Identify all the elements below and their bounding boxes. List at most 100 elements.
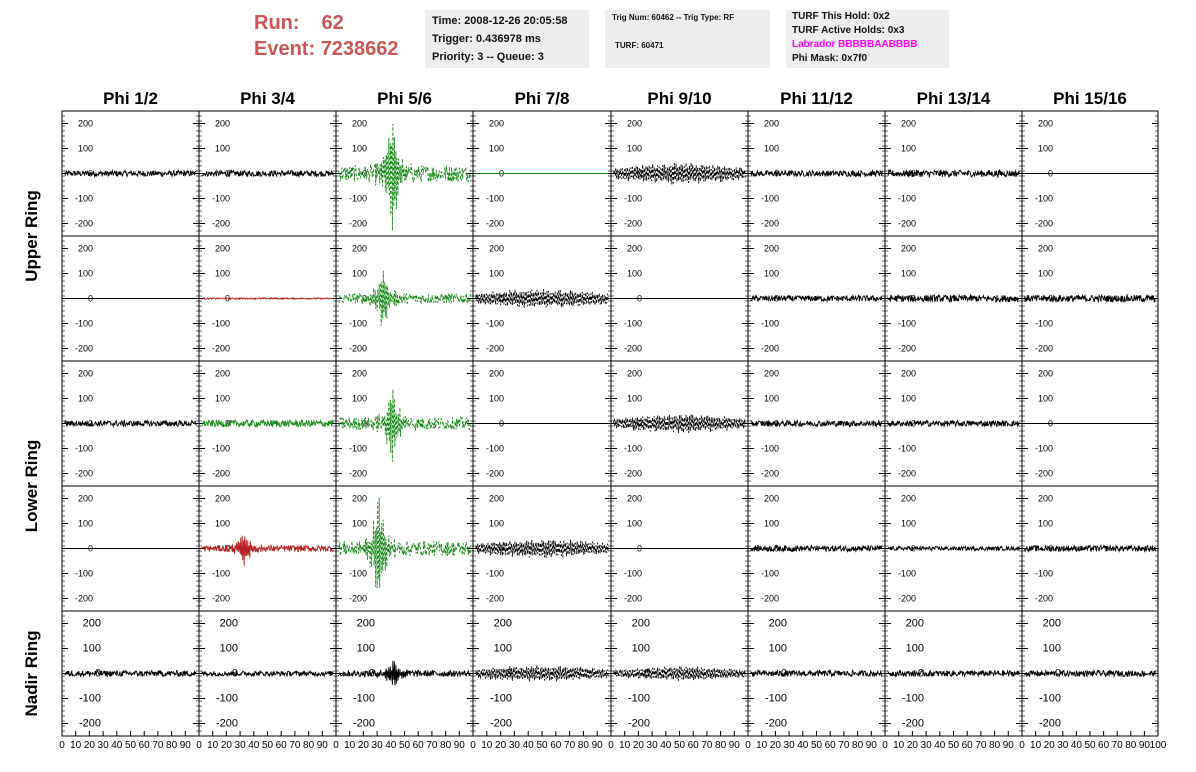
y-tick-label: -200 — [624, 219, 642, 229]
x-tick-label: 70 — [975, 740, 987, 751]
waveform-trace — [750, 544, 883, 553]
y-tick-label: 100 — [489, 394, 504, 404]
y-tick-label: 100 — [901, 144, 916, 154]
y-tick-label: -200 — [1035, 469, 1053, 479]
y-tick-label: 200 — [901, 244, 916, 254]
x-tick-label: 20 — [84, 740, 96, 751]
y-tick-label: -100 — [486, 194, 504, 204]
y-tick-label: -100 — [624, 194, 642, 204]
y-tick-label: -200 — [898, 344, 916, 354]
x-tick-label: 10 — [207, 740, 219, 751]
y-tick-label: -100 — [898, 569, 916, 579]
y-tick-label: -200 — [79, 718, 101, 730]
x-tick-label: 70 — [1112, 740, 1124, 751]
y-tick-label: 100 — [78, 394, 93, 404]
y-tick-label: -200 — [761, 469, 779, 479]
x-tick-label: 40 — [660, 740, 672, 751]
x-tick-label: 50 — [1084, 740, 1096, 751]
waveform-trace — [64, 669, 197, 678]
y-tick-label: 200 — [352, 494, 367, 504]
x-tick-label: 50 — [399, 740, 411, 751]
y-tick-label: 0 — [232, 668, 238, 680]
y-tick-label: -100 — [486, 569, 504, 579]
y-tick-label: -100 — [212, 319, 230, 329]
x-tick-label: 40 — [934, 740, 946, 751]
y-tick-label: 200 — [1038, 119, 1053, 129]
y-tick-label: -100 — [349, 319, 367, 329]
turf-hold-line: TURF This Hold: 0x2 — [792, 11, 890, 22]
x-tick-label: 0 — [882, 740, 888, 751]
x-tick-label: 20 — [495, 740, 507, 751]
waveform-trace — [750, 169, 883, 178]
y-tick-label: -100 — [349, 444, 367, 454]
y-tick-label: 200 — [1038, 369, 1053, 379]
x-tick-label: 60 — [1098, 740, 1110, 751]
y-tick-label: -200 — [212, 469, 230, 479]
x-tick-label: 30 — [372, 740, 384, 751]
x-tick-label: 70 — [289, 740, 301, 751]
x-tick-label: 50 — [536, 740, 548, 751]
y-tick-label: 200 — [906, 618, 924, 630]
x-tick-label: 90 — [866, 740, 878, 751]
x-tick-label: 10 — [481, 740, 493, 751]
x-tick-label: 40 — [1071, 740, 1083, 751]
y-tick-label: -200 — [761, 219, 779, 229]
column-title: Phi 9/10 — [647, 89, 711, 108]
y-tick-label: -200 — [349, 594, 367, 604]
y-tick-label: -100 — [624, 444, 642, 454]
x-tick-label: 70 — [701, 740, 713, 751]
y-tick-label: 100 — [215, 144, 230, 154]
y-tick-label: -100 — [75, 444, 93, 454]
trigger-line: Trigger: 0.436978 ms — [432, 33, 541, 45]
time-info-box: Time: 2008-12-26 20:05:58 Trigger: 0.436… — [425, 10, 589, 68]
y-tick-label: 200 — [489, 119, 504, 129]
y-tick-label: -100 — [628, 693, 650, 705]
y-tick-label: -200 — [486, 344, 504, 354]
y-tick-label: 200 — [78, 119, 93, 129]
y-tick-label: -200 — [1039, 718, 1061, 730]
y-tick-label: 100 — [1043, 643, 1061, 655]
x-tick-label: 70 — [564, 740, 576, 751]
y-tick-label: -200 — [1035, 219, 1053, 229]
y-tick-label: -100 — [216, 693, 238, 705]
x-tick-label: 80 — [1125, 740, 1137, 751]
x-tick-label: 0 — [1019, 740, 1025, 751]
waveform-trace — [613, 162, 746, 185]
y-tick-label: 200 — [220, 618, 238, 630]
y-tick-label: -200 — [216, 718, 238, 730]
x-tick-label: 30 — [1057, 740, 1069, 751]
y-tick-label: 100 — [78, 144, 93, 154]
y-tick-label: 200 — [215, 119, 230, 129]
ring-label: Lower Ring — [22, 440, 41, 533]
x-tick-label: 90 — [1003, 740, 1015, 751]
y-tick-label: 200 — [627, 369, 642, 379]
y-tick-label: -200 — [75, 344, 93, 354]
y-tick-label: -100 — [1039, 693, 1061, 705]
y-tick-label: -200 — [212, 594, 230, 604]
y-tick-label: -100 — [212, 569, 230, 579]
y-tick-label: -100 — [75, 319, 93, 329]
y-tick-label: 100 — [352, 269, 367, 279]
y-tick-label: 100 — [489, 519, 504, 529]
phi-mask-line: Phi Mask: 0x7f0 — [792, 53, 868, 64]
y-tick-label: -100 — [761, 569, 779, 579]
y-tick-label: 100 — [352, 144, 367, 154]
y-tick-label: 100 — [1038, 519, 1053, 529]
y-tick-label: 0 — [1048, 294, 1053, 304]
waveform-trace — [1024, 293, 1156, 304]
y-tick-label: 100 — [83, 643, 101, 655]
x-tick-label: 80 — [578, 740, 590, 751]
y-tick-label: 100 — [1038, 269, 1053, 279]
x-tick-label: 30 — [509, 740, 521, 751]
